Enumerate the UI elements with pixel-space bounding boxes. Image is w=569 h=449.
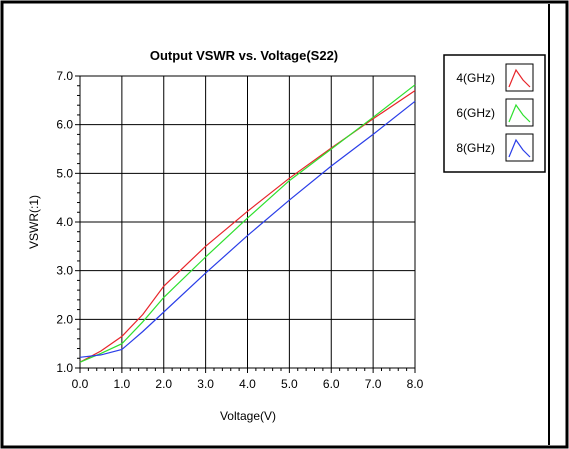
legend-swatch — [508, 138, 531, 158]
chart-title: Output VSWR vs. Voltage(S22) — [150, 48, 338, 63]
x-tick-label: 0.0 — [72, 377, 89, 391]
legend-swatch-box — [505, 98, 534, 127]
series-line — [79, 84, 416, 363]
y-tick-label: 1.0 — [56, 361, 73, 375]
series-lines — [79, 84, 416, 363]
x-tick-label: 4.0 — [239, 377, 256, 391]
x-tick-label: 6.0 — [323, 377, 340, 391]
legend-swatch-box — [505, 63, 534, 92]
series-line — [79, 100, 416, 358]
legend-label: 4(GHz) — [456, 71, 495, 85]
grid-lines — [80, 76, 415, 368]
y-tick-labels: 1.0 2.0 3.0 4.0 5.0 6.0 7.0 — [56, 69, 73, 375]
minor-ticks — [75, 75, 416, 373]
x-axis-label: Voltage(V) — [220, 409, 276, 423]
y-tick-label: 4.0 — [56, 215, 73, 229]
legend-swatch — [508, 103, 531, 123]
legend-label: 6(GHz) — [456, 106, 495, 120]
x-tick-label: 8.0 — [407, 377, 424, 391]
legend-swatch-box — [505, 133, 534, 162]
x-tick-label: 7.0 — [365, 377, 382, 391]
y-tick-label: 5.0 — [56, 166, 73, 180]
legend: 4(GHz) 6(GHz) 8(GHz) — [443, 54, 546, 173]
y-tick-label: 6.0 — [56, 118, 73, 132]
x-tick-labels: 0.0 1.0 2.0 3.0 4.0 5.0 6.0 7.0 8.0 — [72, 377, 424, 391]
y-axis-label: VSWR(:1) — [27, 195, 41, 249]
x-tick-label: 2.0 — [155, 377, 172, 391]
y-tick-label: 2.0 — [56, 312, 73, 326]
legend-swatch — [508, 68, 531, 88]
x-tick-label: 5.0 — [281, 377, 298, 391]
x-tick-label: 1.0 — [114, 377, 131, 391]
legend-label: 8(GHz) — [456, 141, 495, 155]
y-tick-label: 7.0 — [56, 69, 73, 83]
y-tick-label: 3.0 — [56, 264, 73, 278]
x-tick-label: 3.0 — [197, 377, 214, 391]
